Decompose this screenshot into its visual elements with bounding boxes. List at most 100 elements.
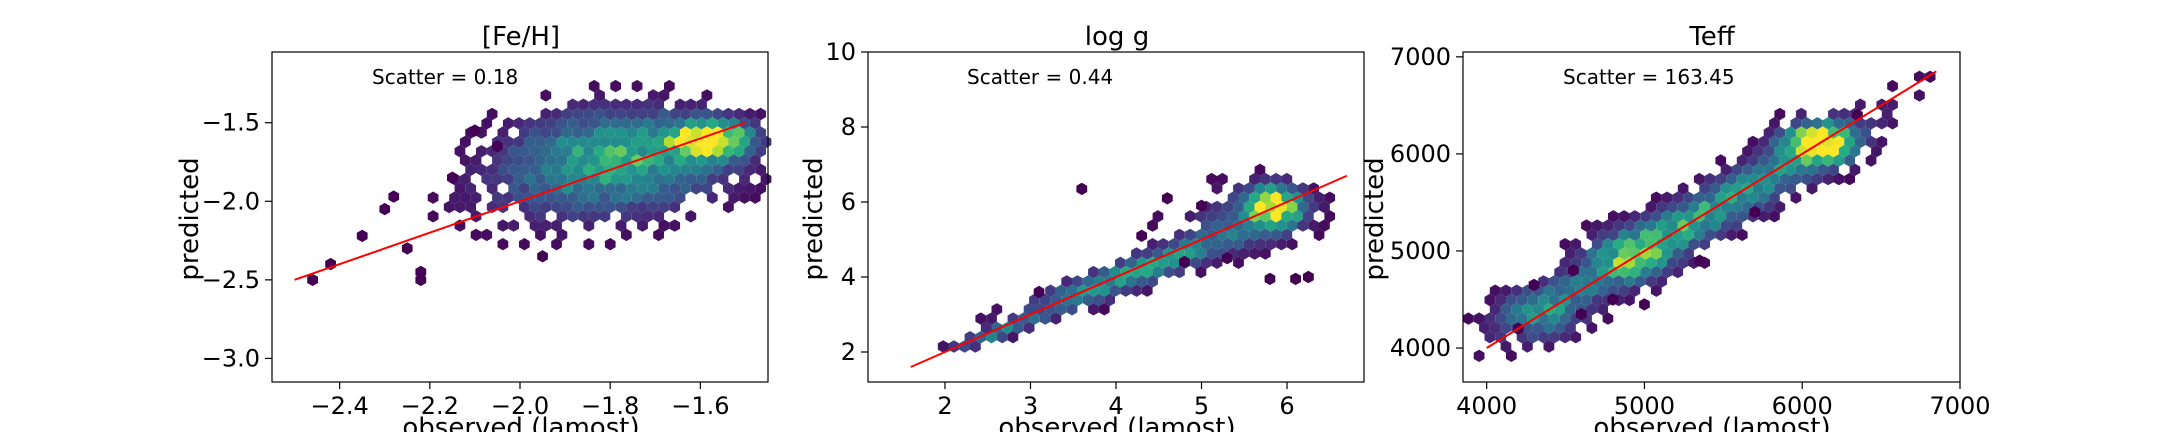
hexbin-cell (626, 107, 638, 121)
hexbin-cell (1887, 98, 1898, 111)
hexbin-cell (1559, 256, 1571, 269)
hexbin-cell (1516, 312, 1528, 325)
hexbin-cell (1500, 340, 1512, 353)
x-tick-label: −1.6 (671, 392, 729, 420)
hexbin-cell (1758, 191, 1770, 204)
hexbin-cell (744, 163, 756, 176)
hexbin-cell (1586, 284, 1598, 297)
hexbin-cell (1833, 135, 1845, 149)
hexbin-cell (1227, 228, 1239, 242)
hexbin-cell (755, 163, 766, 176)
hexbin-cell (690, 126, 702, 139)
hexbin-cell (669, 219, 681, 232)
hexbin-cell (583, 145, 595, 158)
hexbin-cell (621, 172, 632, 186)
hexbin-cell (739, 191, 750, 204)
hexbin-cell (1023, 321, 1035, 335)
hexbin-cell (621, 228, 632, 242)
hexbin-cell (1082, 275, 1094, 288)
hexbin-cell (1522, 303, 1533, 316)
hexbin-cell (1233, 200, 1244, 214)
hexbin-cell (1495, 312, 1506, 325)
hexbin-cell (1704, 228, 1716, 242)
y-tick-label: 5000 (1390, 237, 1451, 265)
hexbin-cell (502, 135, 514, 149)
hexbin-cell (459, 135, 471, 149)
hexbin-cell (1061, 275, 1072, 288)
hexbin-cell (706, 135, 718, 149)
hexbin-cell (513, 135, 525, 149)
hexbin-cell (561, 107, 573, 121)
fit-line (1486, 70, 1937, 349)
hexbin-cell (583, 238, 595, 251)
hexbin-cell (1769, 135, 1780, 149)
hexbin-cell (1795, 163, 1807, 176)
hexbin-cell (1098, 284, 1110, 297)
hexbin-cell (529, 219, 541, 232)
hexbin-cell (1790, 172, 1802, 186)
hexbin-cell (1634, 219, 1646, 232)
hexbin-cell (508, 145, 519, 158)
hexbin-cell (588, 154, 600, 167)
x-tick-label: 6 (1279, 392, 1294, 420)
hexbin-cell (572, 145, 584, 158)
hexbin-cell (535, 210, 546, 223)
hexbin-cell (615, 126, 627, 139)
hexbin-cell (642, 135, 654, 149)
hexbin-cell (1602, 275, 1614, 288)
hexbin-cell (701, 182, 713, 195)
hexbin-cell (1645, 219, 1657, 232)
hexbin-cell (454, 182, 466, 195)
hexbin-cell (1249, 191, 1260, 204)
hexbin-cell (1538, 331, 1549, 344)
hexbin-cell (610, 117, 621, 130)
hexbin-cell (1559, 331, 1571, 344)
hexbin-cell (567, 135, 579, 149)
hexbin-cell (1715, 228, 1727, 242)
hexbin-cell (465, 163, 476, 176)
hexbin-cell (529, 163, 541, 176)
hexbin-cell (653, 117, 664, 130)
hexbin-cell (631, 135, 643, 149)
hexbin-cell (572, 126, 584, 139)
hexbin-cell (1276, 182, 1287, 195)
y-tick-label: 6 (841, 188, 856, 216)
hexbin-cell (749, 154, 761, 167)
hexbin-cell (1618, 247, 1630, 260)
hexbin-cell (1881, 107, 1893, 121)
hexbin-cell (1033, 285, 1045, 299)
hexbin-cell (449, 191, 460, 204)
hexbin-cell (1200, 219, 1212, 232)
hexbin-cell (556, 135, 568, 149)
hexbin-cell (1828, 163, 1839, 176)
hexbin-cell (674, 98, 686, 111)
hexbin-cell (712, 107, 723, 121)
hexbin-cell (1115, 256, 1126, 269)
hexbin-cell (447, 171, 458, 184)
hexbin-cell (1254, 163, 1266, 176)
hexbin-cell (454, 200, 466, 214)
hexbin-cell (1527, 293, 1539, 307)
hexbin-cell (459, 172, 471, 186)
hexbin-cell (1618, 228, 1630, 242)
hexbin-cell (1522, 340, 1533, 353)
hexbin-cell (631, 191, 643, 204)
hexbin-cell (1136, 275, 1148, 288)
hexbin-cell (744, 145, 756, 158)
hexbin-cell (674, 172, 686, 186)
hexbin-cell (578, 135, 589, 149)
hexbin-cell (551, 163, 562, 176)
hexbin-cell (1270, 172, 1282, 186)
hexbin-cell (1152, 265, 1164, 279)
hexbin-cell (1554, 321, 1565, 335)
hexbin-cell (637, 145, 648, 158)
hexbin-cell (1763, 200, 1775, 214)
hexbin-cell (1629, 265, 1641, 279)
hexbin-cell (1812, 135, 1823, 149)
y-tick-label: −1.5 (202, 109, 260, 137)
hexbin-cell (1586, 321, 1598, 335)
hexbin-cell (1179, 255, 1190, 269)
hexbin-cell (1597, 284, 1608, 297)
hexbin-cell (610, 172, 621, 186)
